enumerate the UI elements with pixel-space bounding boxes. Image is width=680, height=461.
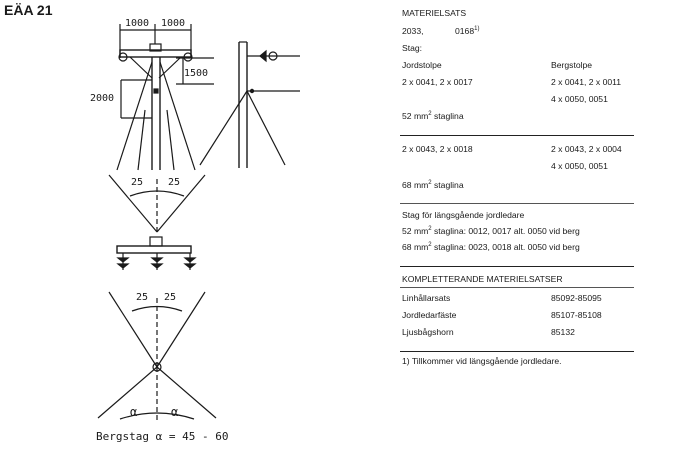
stay-right <box>159 61 196 171</box>
alpha-right: α <box>171 405 179 419</box>
plan1-stay-right <box>156 174 206 233</box>
row1-jordstolpe: 2 x 0041, 2 x 0017 <box>402 77 473 87</box>
dim-1000-left: 1000 <box>125 18 150 29</box>
plan1-stay-left <box>108 174 158 233</box>
insulator-right <box>183 52 193 62</box>
materielsats-number: 2033, <box>402 26 424 36</box>
divider-2 <box>400 203 634 204</box>
angle-label-right-2: 25 <box>164 292 177 303</box>
stay-left <box>116 61 153 171</box>
footnote: 1) Tillkommer vid längsgående jordledare… <box>402 356 562 366</box>
materielsats-title: MATERIELSATS <box>402 8 467 18</box>
row1b-bergstolpe: 4 x 0050, 0051 <box>551 94 608 104</box>
stag-label: Stag: <box>402 43 423 53</box>
row2-jordstolpe: 2 x 0043, 2 x 0018 <box>402 144 473 154</box>
alpha-left: α <box>130 405 138 419</box>
row1-bergstolpe: 2 x 0041, 2 x 0011 <box>551 77 622 87</box>
divider-1 <box>400 135 634 136</box>
divider-3 <box>400 266 634 267</box>
insulator-left <box>118 52 128 62</box>
bergstag-left <box>97 366 158 419</box>
staglina-68: 68 mm2 staglina <box>402 180 464 190</box>
langsgaende-line-1: 52 mm2 staglina: 0012, 0017 alt. 0050 vi… <box>402 226 580 236</box>
row2-bergstolpe: 2 x 0043, 2 x 0004 <box>551 144 622 154</box>
col-bergstolpe: Bergstolpe <box>551 60 593 70</box>
crossarm <box>119 49 192 58</box>
divider-5 <box>400 351 634 352</box>
side-stay <box>199 90 248 166</box>
angle-label-right: 25 <box>168 177 181 188</box>
dim-1500: 1500 <box>184 68 209 79</box>
angle-label-left-2: 25 <box>136 292 149 303</box>
komplett-title: KOMPLETTERANDE MATERIELSATSER <box>402 274 563 284</box>
dim-2000: 2000 <box>90 93 115 104</box>
komplett-row-value: 85132 <box>551 327 575 337</box>
angle-label-left: 25 <box>131 177 144 188</box>
komplett-row-value: 85092-85095 <box>551 293 602 303</box>
col-jordstolpe: Jordstolpe <box>402 60 442 70</box>
langsgaende-line-2: 68 mm2 staglina: 0023, 0018 alt. 0050 vi… <box>402 242 580 252</box>
bergstag-right <box>156 366 217 419</box>
drawing-code: EÄA 21 <box>4 2 53 18</box>
materielsats-number-2: 01681) <box>455 26 480 36</box>
staglina-52: 52 mm2 staglina <box>402 111 464 121</box>
komplett-row-name: Ljusbågshorn <box>402 327 454 337</box>
komplett-row-name: Linhållarsats <box>402 293 451 303</box>
bergstag-caption: Bergstag α = 45 - 60 <box>96 430 229 443</box>
divider-4 <box>400 287 634 288</box>
crossarm-top-block <box>149 43 162 52</box>
komplett-row-name: Jordledarfäste <box>402 310 457 320</box>
komplett-row-value: 85107-85108 <box>551 310 602 320</box>
langsgaende-title: Stag för längsgående jordledare <box>402 210 525 220</box>
row2b-bergstolpe: 4 x 0050, 0051 <box>551 161 608 171</box>
dim-1000-right: 1000 <box>161 18 186 29</box>
plan1-crossarm <box>116 245 192 254</box>
